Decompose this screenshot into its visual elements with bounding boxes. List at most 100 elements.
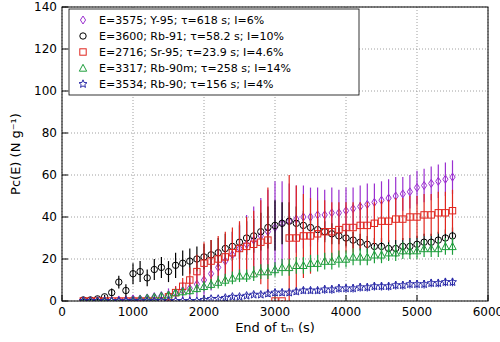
point: [328, 257, 335, 264]
legend-marker: [79, 80, 87, 88]
point: [434, 279, 442, 287]
point: [278, 288, 286, 296]
x-tick-label: 0: [58, 305, 66, 319]
error-bar: [125, 284, 126, 297]
point: [101, 297, 108, 301]
point: [449, 243, 456, 250]
point: [378, 218, 384, 224]
point: [349, 253, 356, 260]
error-bar: [452, 238, 453, 255]
point: [286, 235, 292, 241]
error-bar: [445, 192, 446, 234]
point: [165, 268, 171, 274]
error-bar: [395, 198, 396, 240]
error-bar: [402, 198, 403, 240]
point: [328, 285, 336, 293]
error-bar: [367, 202, 368, 248]
error-bar: [274, 181, 275, 273]
error-bar: [345, 251, 346, 268]
error-bar: [182, 251, 183, 276]
y-tick: [62, 259, 68, 260]
point: [449, 208, 455, 214]
error-bar: [331, 202, 332, 261]
error-bar: [282, 259, 283, 276]
point: [413, 247, 420, 254]
point: [406, 247, 413, 254]
plot-data: [79, 160, 456, 301]
y-tick-label: 0: [49, 294, 57, 308]
error-bar: [253, 266, 254, 281]
x-tick-label: 4000: [331, 305, 362, 319]
series-2: [80, 175, 456, 301]
point: [300, 262, 307, 269]
y-tick-label: 140: [34, 0, 57, 14]
y-tick-label: 60: [42, 168, 57, 182]
point: [400, 190, 405, 198]
error-bar: [360, 202, 361, 248]
point: [336, 226, 342, 232]
legend-label: E=3600; Rb-91; τ=58.2 s; I=10%: [99, 30, 284, 43]
error-bar: [267, 264, 268, 279]
point: [406, 280, 414, 288]
point: [264, 268, 271, 275]
error-bar: [140, 261, 141, 282]
point: [201, 260, 207, 266]
error-bar: [310, 198, 311, 274]
error-bar: [282, 181, 283, 265]
point: [407, 188, 412, 196]
point: [272, 222, 278, 228]
error-bar: [388, 200, 389, 242]
y-tick-label: 40: [42, 210, 57, 224]
chart: 0100020003000400050006000020406080100120…: [0, 0, 500, 342]
point: [94, 297, 102, 301]
error-bar: [416, 242, 417, 259]
background: [0, 0, 500, 342]
error-bar: [331, 253, 332, 270]
point: [116, 279, 122, 285]
point: [392, 249, 399, 256]
point: [420, 245, 427, 252]
y-axis-label: Pᴄ(E) (N g⁻¹): [8, 113, 23, 195]
point: [293, 235, 299, 241]
error-bar: [154, 259, 155, 280]
x-tick-label: 2000: [189, 305, 220, 319]
y-tick: [62, 175, 68, 176]
error-bar: [395, 244, 396, 261]
point: [136, 297, 144, 301]
point: [250, 270, 257, 277]
y-grid-line: [62, 133, 488, 134]
point: [79, 297, 87, 301]
point: [393, 216, 399, 222]
point: [179, 297, 187, 301]
point: [449, 278, 457, 286]
point: [221, 294, 229, 301]
error-bar: [168, 261, 169, 282]
point: [165, 297, 173, 301]
point: [314, 286, 322, 294]
point: [94, 297, 101, 301]
error-bar: [267, 188, 268, 293]
point: [441, 278, 449, 286]
point: [429, 179, 434, 187]
error-bar: [296, 186, 297, 291]
point: [143, 297, 151, 301]
point: [158, 264, 164, 270]
point: [271, 266, 278, 273]
error-bar: [452, 160, 453, 194]
y-tick: [62, 91, 68, 92]
error-bar: [416, 196, 417, 238]
error-bar: [424, 194, 425, 236]
point: [109, 289, 115, 295]
error-bar: [211, 298, 212, 300]
point: [207, 281, 214, 288]
error-bar: [296, 257, 297, 274]
point: [243, 292, 251, 300]
point: [187, 258, 193, 264]
point: [385, 249, 392, 256]
y-tick: [62, 133, 68, 134]
error-bar: [239, 221, 240, 276]
error-bar: [445, 162, 446, 196]
error-bar: [246, 217, 247, 276]
point: [285, 288, 293, 296]
error-bar: [431, 194, 432, 236]
